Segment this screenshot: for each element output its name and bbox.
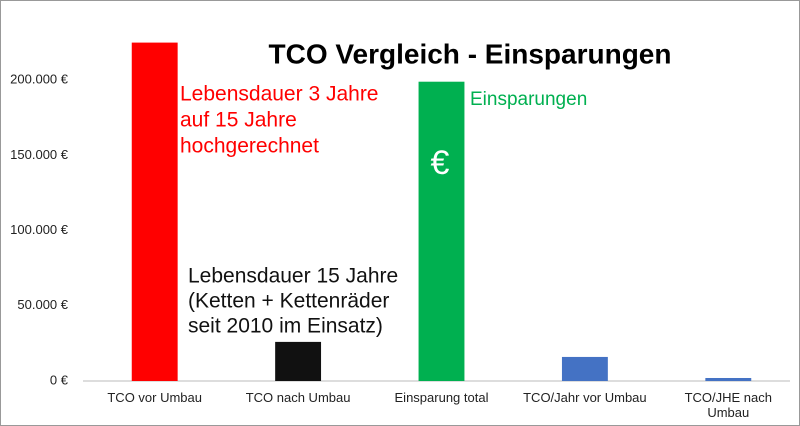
bar	[418, 81, 465, 381]
y-tick-label: 0 €	[50, 372, 69, 387]
y-tick-label: 200.000 €	[10, 72, 69, 87]
x-tick-label: TCO/JHE nach Umbau	[684, 390, 772, 420]
annotation: Lebensdauer 3 Jahre	[180, 83, 379, 106]
annotation: seit 2010 im Einsatz)	[188, 315, 383, 338]
bar	[561, 356, 608, 381]
y-tick-label: 150.000 €	[10, 147, 69, 162]
annotation: auf 15 Jahre	[180, 109, 297, 132]
x-tick-label: TCO/Jahr vor Umbau	[523, 390, 647, 405]
bar	[705, 377, 752, 381]
x-tick-label: Einsparung total	[394, 390, 489, 405]
y-tick-label: 50.000 €	[17, 297, 68, 312]
annotation: Lebensdauer 15 Jahre	[188, 265, 398, 288]
annotation: Einsparungen	[470, 89, 587, 110]
annotation: (Ketten + Kettenräder	[188, 290, 389, 313]
x-tick-label: TCO vor Umbau	[107, 390, 202, 405]
x-tick-label: TCO nach Umbau	[245, 390, 351, 405]
bar	[275, 341, 322, 381]
bar	[131, 42, 178, 381]
chart-title: TCO Vergleich - Einsparungen	[269, 38, 672, 69]
annotation: €	[431, 144, 450, 182]
y-tick-label: 100.000 €	[10, 222, 69, 237]
annotation: hochgerechnet	[180, 135, 319, 158]
